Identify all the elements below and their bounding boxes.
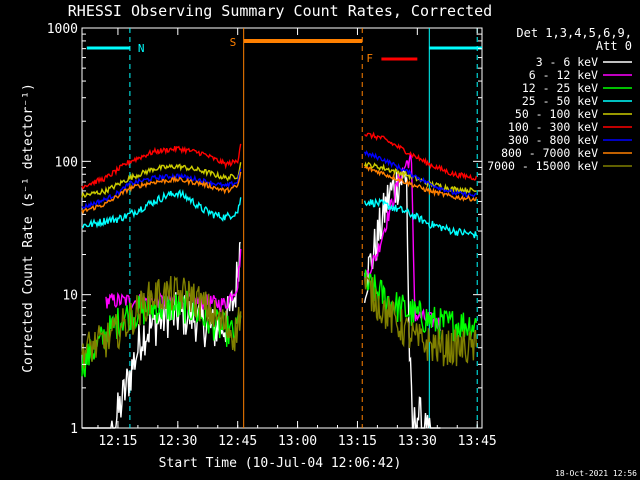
y-axis-title: Corrected Count Rate (s⁻¹ detector⁻¹) <box>21 83 36 373</box>
legend-header-line-2: Att 0 <box>596 39 632 53</box>
chart-title: RHESSI Observing Summary Count Rates, Co… <box>68 2 492 20</box>
series-line <box>364 131 478 181</box>
series-line <box>81 275 242 369</box>
legend-label: 50 - 100 keV <box>515 107 598 121</box>
legend-label: 12 - 25 keV <box>522 81 598 95</box>
footer-date: 18-Oct-2021 12:56 <box>555 469 637 478</box>
x-tick-label: 13:45 <box>458 434 497 449</box>
x-tick-label: 12:15 <box>98 434 137 449</box>
saa-label: S <box>230 36 237 49</box>
series-line <box>363 197 478 239</box>
series-line <box>81 162 242 199</box>
series-line <box>81 168 242 210</box>
legend-header-line-1: Det 1,3,4,5,6,9, <box>516 26 632 40</box>
y-tick-label: 1 <box>70 422 78 437</box>
legend-label: 7000 - 15000 keV <box>487 159 598 173</box>
series-line <box>363 149 477 198</box>
x-axis-label: Start Time (10-Jul-04 12:06:42) <box>159 456 402 471</box>
series-line <box>363 274 478 367</box>
y-tick-label: 1000 <box>47 22 78 37</box>
x-tick-label: 12:30 <box>158 434 197 449</box>
x-tick-label: 12:45 <box>218 434 257 449</box>
plot-frame <box>81 27 483 429</box>
legend-label: 3 - 6 keV <box>536 55 598 69</box>
series-line <box>364 165 478 202</box>
x-tick-label: 13:00 <box>278 434 317 449</box>
y-tick-label: 10 <box>62 289 78 304</box>
legend-label: 100 - 300 keV <box>508 120 598 134</box>
x-axis-title: Start Time (10-Jul-04 12:06:42) <box>159 456 402 471</box>
flare-label: F <box>366 52 373 65</box>
legend-label: 6 - 12 keV <box>529 68 598 82</box>
x-tick-label: 13:15 <box>338 434 377 449</box>
y-tick-label: 100 <box>55 155 78 170</box>
x-tick-label: 13:30 <box>398 434 437 449</box>
legend-label: 800 - 7000 keV <box>501 146 598 160</box>
plot-area: N S F 12:15 12:30 12:45 13:00 13:15 13:30 13:45 1… <box>47 22 497 449</box>
legend-label: 300 - 800 keV <box>508 133 598 147</box>
series-line <box>363 269 478 342</box>
series-line <box>363 161 477 195</box>
series-line <box>81 189 242 229</box>
series-line <box>81 171 242 215</box>
series-line <box>81 143 242 190</box>
legend-label: 25 - 50 keV <box>522 94 598 108</box>
night-label: N <box>138 42 145 55</box>
